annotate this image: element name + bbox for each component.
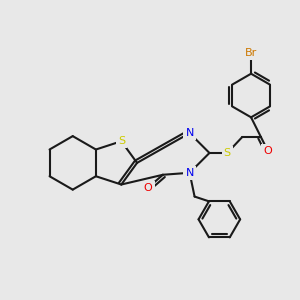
Text: O: O [144, 183, 152, 193]
Text: O: O [263, 146, 272, 156]
Text: Br: Br [245, 48, 257, 58]
Text: N: N [185, 168, 194, 178]
Text: S: S [118, 136, 125, 146]
Text: S: S [224, 148, 231, 158]
Text: N: N [185, 128, 194, 138]
